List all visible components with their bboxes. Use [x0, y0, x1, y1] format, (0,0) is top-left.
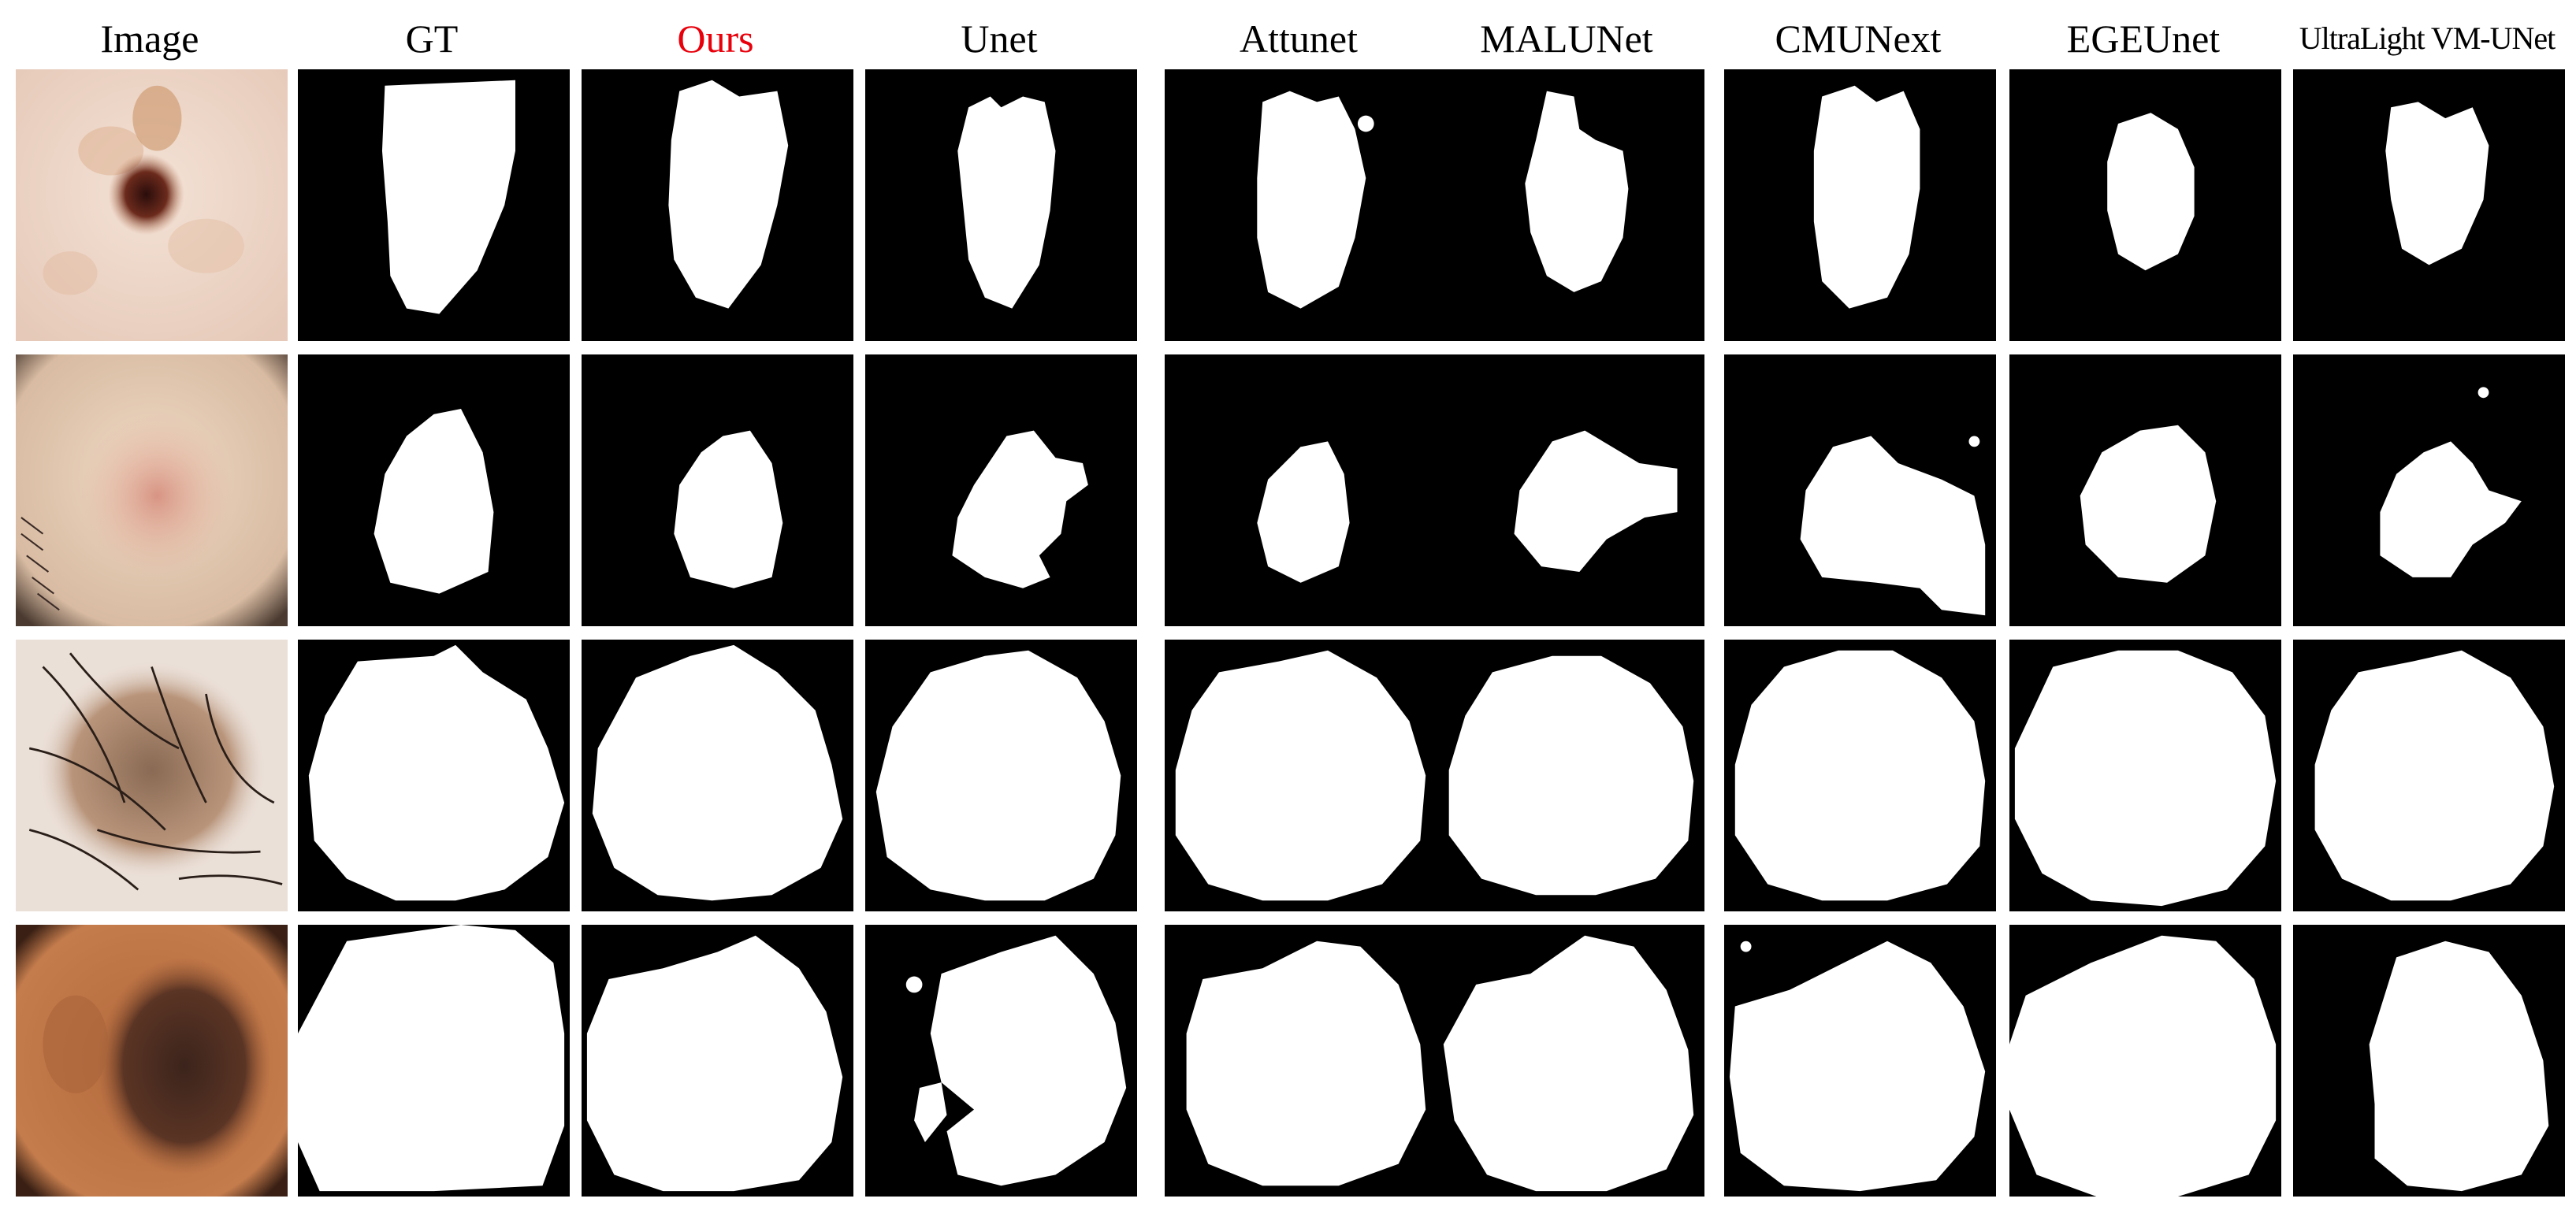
mask-shape — [308, 644, 565, 901]
mask-shape — [1448, 655, 1694, 896]
dermoscopy-image-row-2 — [16, 354, 288, 626]
mask-shape — [592, 644, 843, 901]
mask-malunet-row-1 — [1433, 69, 1704, 341]
mask-shape — [1443, 935, 1694, 1192]
mask-shape — [2385, 102, 2489, 265]
mask-unet-row-4 — [865, 925, 1137, 1197]
mask-shape — [957, 96, 1056, 309]
mask-unet-row-3 — [865, 640, 1137, 911]
mask-shape — [1257, 441, 1350, 583]
column-header-ultralight-vm-unet: UltraLight VM-UNet — [2299, 20, 2556, 56]
mask-ours-row-1 — [582, 69, 853, 341]
column-header-egeunet: EGEUnet — [2066, 17, 2221, 61]
mask-attunet-row-4 — [1165, 925, 1437, 1197]
mask-gt-row-2 — [298, 354, 570, 626]
mask-cmunext-row-1 — [1724, 69, 1996, 341]
mask-attunet-row-1 — [1165, 69, 1437, 341]
mask-unet-row-2 — [865, 354, 1137, 626]
dermoscopy-image-row-1 — [16, 69, 288, 341]
mask-malunet-row-2 — [1433, 354, 1704, 626]
mask-shape — [1257, 91, 1374, 309]
column-header-attunet: Attunet — [1240, 17, 1358, 61]
skin-lesion-photo — [16, 925, 288, 1197]
column-header-malunet: MALUNet — [1480, 17, 1653, 61]
column-header-unet: Unet — [961, 17, 1038, 61]
mask-shape — [2014, 650, 2277, 907]
mask-cmunext-row-3 — [1724, 640, 1996, 911]
mask-shape — [298, 925, 565, 1192]
mask-shape — [374, 409, 494, 594]
mask-ultralight-vm-unet-row-3 — [2293, 640, 2565, 911]
dermoscopy-image-row-3 — [16, 640, 288, 911]
mask-shape — [1514, 430, 1678, 572]
mask-cmunext-row-4 — [1724, 925, 1996, 1197]
mask-shape — [381, 80, 515, 314]
skin-lesion-photo — [16, 69, 288, 341]
mask-shape — [2107, 113, 2195, 271]
skin-lesion-photo — [16, 354, 288, 626]
mask-shape — [1813, 85, 1920, 309]
mask-egeunet-row-3 — [2009, 640, 2281, 911]
mask-egeunet-row-4 — [2009, 925, 2281, 1197]
mask-ultralight-vm-unet-row-2 — [2293, 354, 2565, 626]
mask-shape — [2369, 941, 2549, 1192]
mask-shape — [668, 80, 789, 309]
mask-ours-row-4 — [582, 925, 853, 1197]
column-header-cmunext: CMUNext — [1775, 17, 1942, 61]
column-header-ours: Ours — [677, 17, 754, 61]
mask-shape — [1186, 941, 1426, 1186]
mask-shape — [1729, 941, 1986, 1192]
mask-shape — [905, 935, 1127, 1186]
mask-cmunext-row-2 — [1724, 354, 1996, 626]
mask-egeunet-row-1 — [2009, 69, 2281, 341]
mask-malunet-row-4 — [1433, 925, 1704, 1197]
mask-shape — [1525, 91, 1629, 292]
mask-gt-row-4 — [298, 925, 570, 1197]
mask-egeunet-row-2 — [2009, 354, 2281, 626]
skin-lesion-photo — [16, 640, 288, 911]
mask-shape — [2080, 425, 2217, 583]
mask-shape — [2380, 387, 2522, 577]
mask-ours-row-2 — [582, 354, 853, 626]
mask-malunet-row-3 — [1433, 640, 1704, 911]
mask-shape — [2009, 935, 2277, 1197]
column-header-gt: GT — [405, 17, 459, 61]
mask-shape — [875, 650, 1121, 901]
column-header-image: Image — [100, 17, 199, 61]
mask-shape — [674, 430, 783, 588]
dermoscopy-image-row-4 — [16, 925, 288, 1197]
mask-unet-row-1 — [865, 69, 1137, 341]
mask-ultralight-vm-unet-row-4 — [2293, 925, 2565, 1197]
mask-ultralight-vm-unet-row-1 — [2293, 69, 2565, 341]
mask-shape — [1175, 650, 1426, 901]
mask-gt-row-3 — [298, 640, 570, 911]
mask-shape — [586, 935, 843, 1192]
mask-shape — [2314, 650, 2555, 901]
mask-attunet-row-2 — [1165, 354, 1437, 626]
mask-shape — [952, 430, 1088, 588]
mask-attunet-row-3 — [1165, 640, 1437, 911]
mask-shape — [1734, 650, 1986, 901]
mask-ours-row-3 — [582, 640, 853, 911]
mask-gt-row-1 — [298, 69, 570, 341]
mask-shape — [1800, 436, 1986, 616]
